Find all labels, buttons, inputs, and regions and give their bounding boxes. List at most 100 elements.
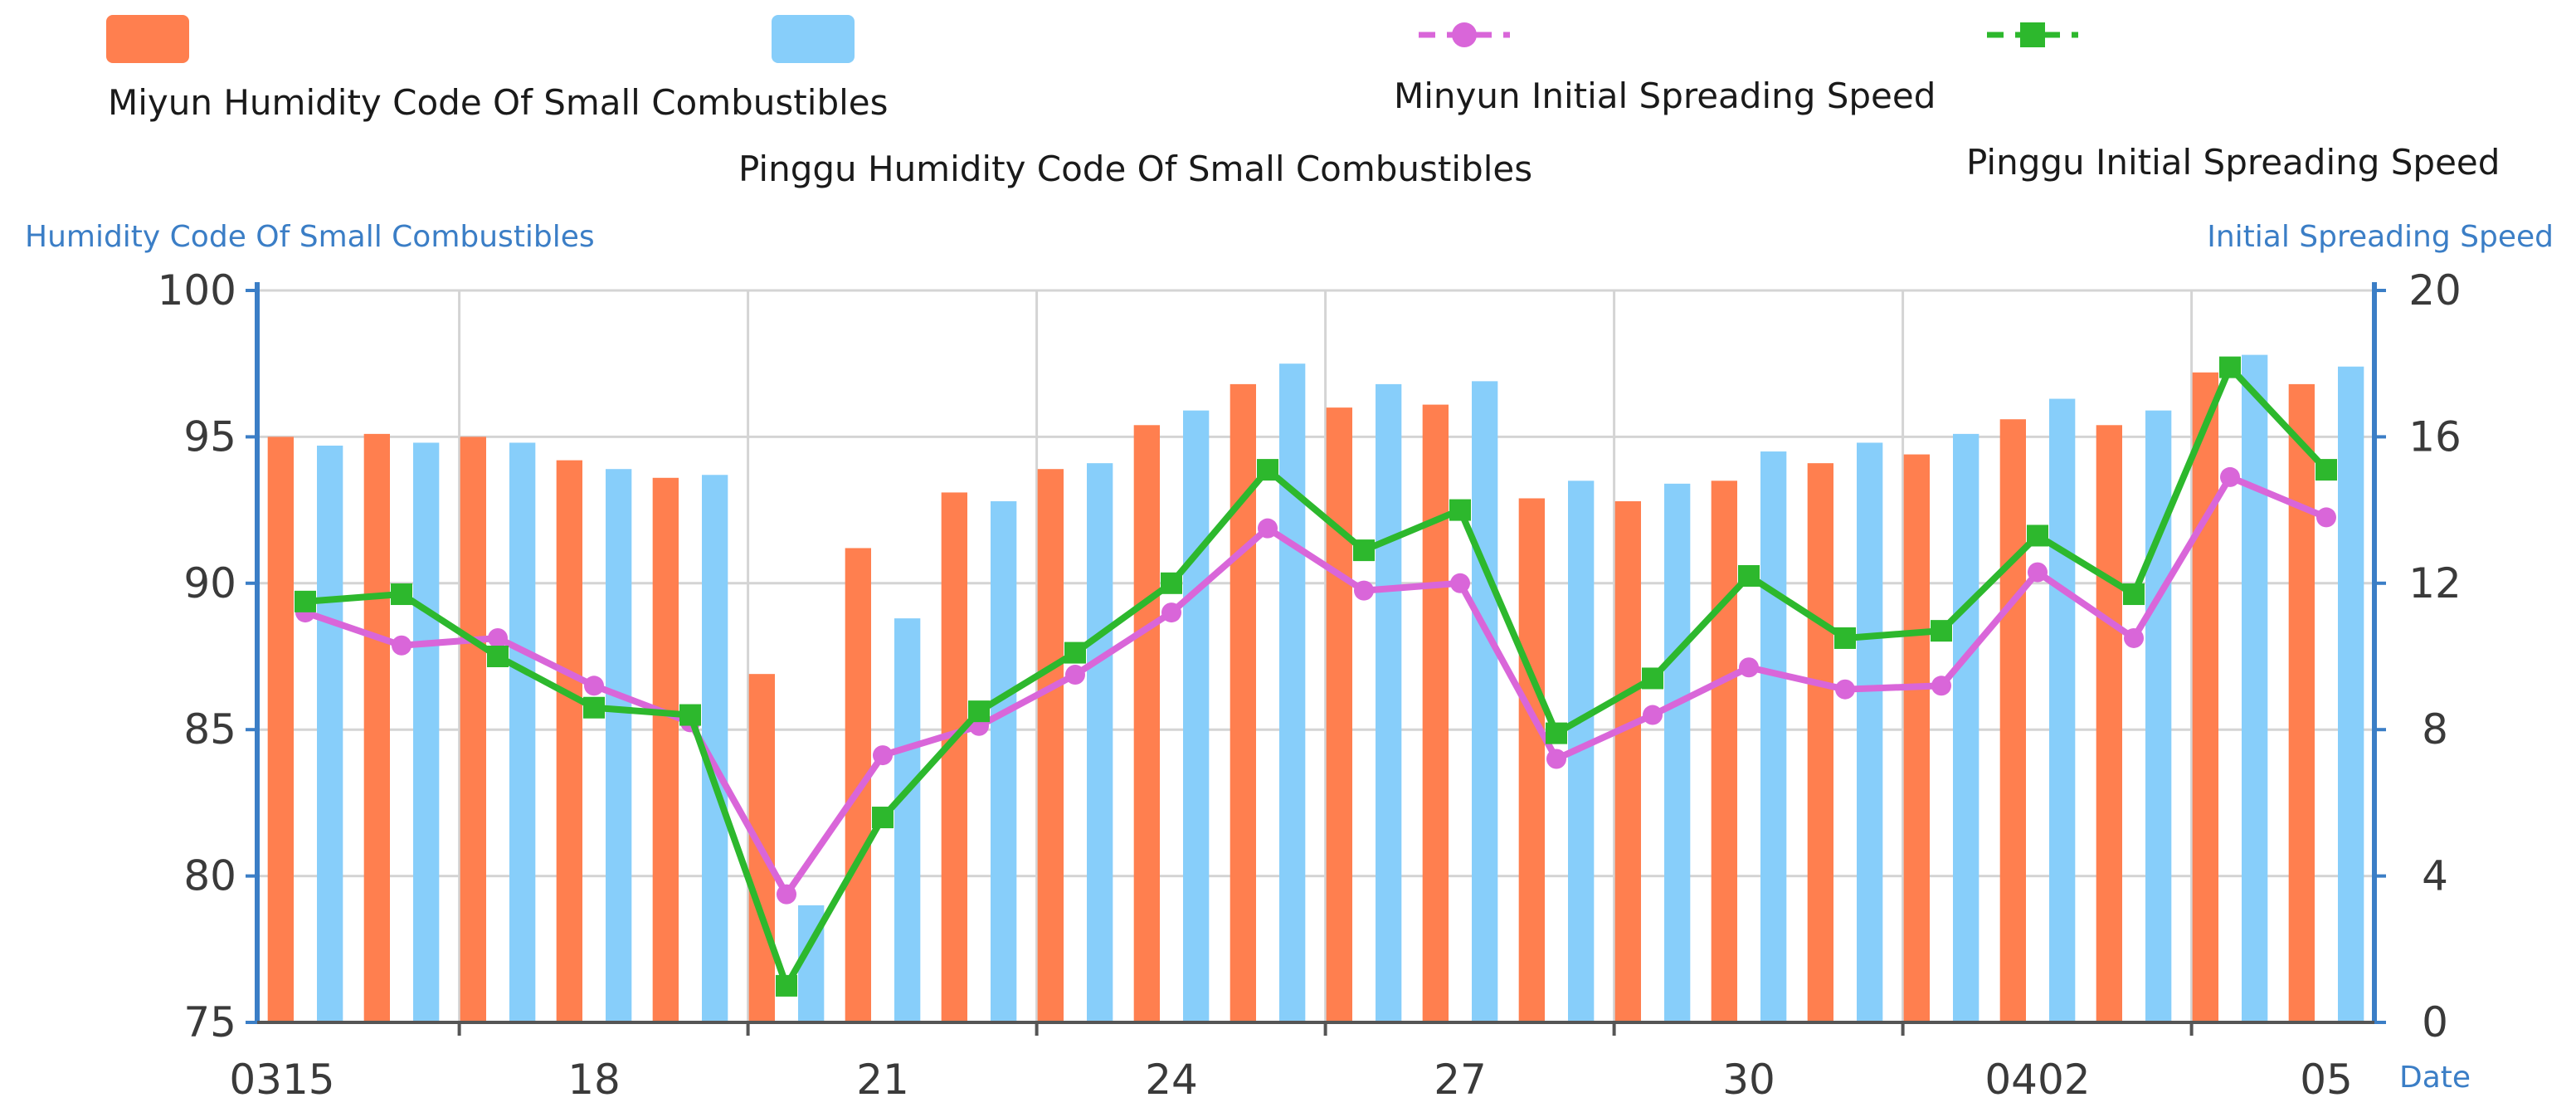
bar-miyun [652, 477, 679, 1022]
lines [295, 356, 2337, 997]
bar-pinggu [1760, 451, 1787, 1022]
y2-axis-title: Initial Spreading Speed [2207, 220, 2554, 254]
point-pinggu [968, 700, 990, 723]
bar-miyun [267, 437, 294, 1022]
legend-swatch [772, 15, 855, 63]
legend: Miyun Humidity Code Of Small Combustible… [106, 15, 2500, 189]
point-minyun [2124, 627, 2144, 648]
legend-label: Pinggu Humidity Code Of Small Combustibl… [738, 149, 1532, 189]
x-tick-label: 27 [1434, 1056, 1487, 1104]
bar-miyun [941, 492, 967, 1022]
y2-tick-label: 16 [2408, 412, 2462, 461]
bar-miyun [2288, 383, 2315, 1022]
y-tick-label: 75 [183, 998, 236, 1046]
bar-miyun [2192, 372, 2218, 1022]
point-minyun [2220, 466, 2240, 487]
bar-miyun [1807, 463, 1833, 1022]
y2-tick-label: 12 [2408, 559, 2462, 607]
x-tick-label: 30 [1722, 1056, 1775, 1104]
bar-pinggu [606, 469, 632, 1022]
point-minyun [1354, 580, 1374, 601]
point-pinggu [872, 807, 894, 829]
legend-marker [2020, 22, 2045, 47]
bar-pinggu [509, 442, 536, 1022]
bar-miyun [1518, 498, 1545, 1022]
bar-pinggu [1953, 433, 1979, 1022]
point-pinggu [2315, 459, 2337, 481]
point-pinggu [391, 583, 412, 606]
point-pinggu [1064, 641, 1086, 664]
bars [267, 354, 2364, 1023]
point-minyun [1546, 749, 1566, 769]
bar-pinggu [1376, 383, 1402, 1022]
bar-pinggu [991, 501, 1017, 1022]
bar-miyun [556, 460, 582, 1022]
point-pinggu [2123, 583, 2145, 606]
point-minyun [2028, 562, 2048, 583]
point-minyun [1450, 573, 1470, 593]
point-pinggu [1546, 722, 1567, 744]
point-pinggu [776, 974, 797, 997]
point-pinggu [295, 590, 316, 612]
point-pinggu [1257, 459, 1278, 481]
series-line-minyun [304, 473, 2328, 898]
x-axis-title: Date [2399, 1061, 2471, 1095]
bar-miyun [363, 433, 390, 1022]
point-pinggu [1738, 564, 1760, 587]
point-minyun [1643, 705, 1663, 725]
x-tick-label: 0315 [229, 1056, 334, 1104]
y2-tick-label: 8 [2422, 705, 2448, 754]
point-minyun [1931, 676, 1951, 696]
point-pinggu [1161, 572, 1182, 594]
point-minyun [2316, 507, 2336, 528]
x-tick-label: 05 [2300, 1056, 2353, 1104]
bar-pinggu [1087, 463, 1113, 1022]
point-minyun [1161, 602, 1181, 623]
y-tick-label: 100 [158, 266, 236, 315]
point-pinggu [487, 646, 509, 667]
axes [255, 282, 2383, 1024]
x-tick-label: 21 [856, 1056, 909, 1104]
point-minyun [1258, 518, 1278, 539]
ticks: 75 80 85 90 95 100 0 4 8 12 16 20 0315 18 21 24 27 30 0402… [158, 266, 2462, 1104]
point-pinggu [2027, 524, 2048, 547]
legend-marker [1452, 22, 1477, 47]
bar-miyun [1999, 419, 2026, 1022]
point-minyun [873, 745, 893, 766]
legend-swatch [106, 15, 189, 63]
y2-tick-label: 0 [2422, 998, 2448, 1046]
bar-miyun [1422, 404, 1449, 1022]
legend-label: Minyun Initial Spreading Speed [1394, 76, 1936, 116]
bar-pinggu [1279, 363, 1306, 1022]
y-axis-title: Humidity Code Of Small Combustibles [25, 220, 595, 254]
point-pinggu [2219, 356, 2241, 378]
point-pinggu [1931, 620, 1952, 642]
point-minyun [777, 884, 796, 905]
y-tick-label: 85 [183, 705, 236, 754]
bar-pinggu [1664, 483, 1691, 1022]
bar-pinggu [413, 442, 440, 1022]
point-minyun [584, 676, 604, 696]
y-tick-label: 80 [183, 852, 236, 900]
x-tick-label: 0402 [1984, 1056, 2090, 1104]
point-minyun [1739, 657, 1759, 678]
point-minyun [1065, 665, 1085, 685]
bar-miyun [1133, 425, 1160, 1022]
bar-pinggu [1183, 410, 1210, 1022]
bar-pinggu [1472, 381, 1498, 1022]
point-pinggu [1449, 499, 1471, 521]
bar-pinggu [2145, 410, 2172, 1022]
point-minyun [488, 627, 508, 648]
bar-miyun [1903, 454, 1930, 1022]
point-minyun [1835, 679, 1855, 700]
bar-miyun [1711, 480, 1737, 1022]
x-tick-label: 18 [567, 1056, 621, 1104]
bar-pinggu [2049, 398, 2076, 1022]
point-pinggu [583, 696, 605, 719]
y2-tick-label: 4 [2422, 852, 2448, 900]
point-pinggu [1834, 627, 1856, 649]
y-tick-label: 95 [183, 412, 236, 461]
legend-label: Pinggu Initial Spreading Speed [1966, 142, 2500, 183]
point-minyun [392, 635, 411, 656]
